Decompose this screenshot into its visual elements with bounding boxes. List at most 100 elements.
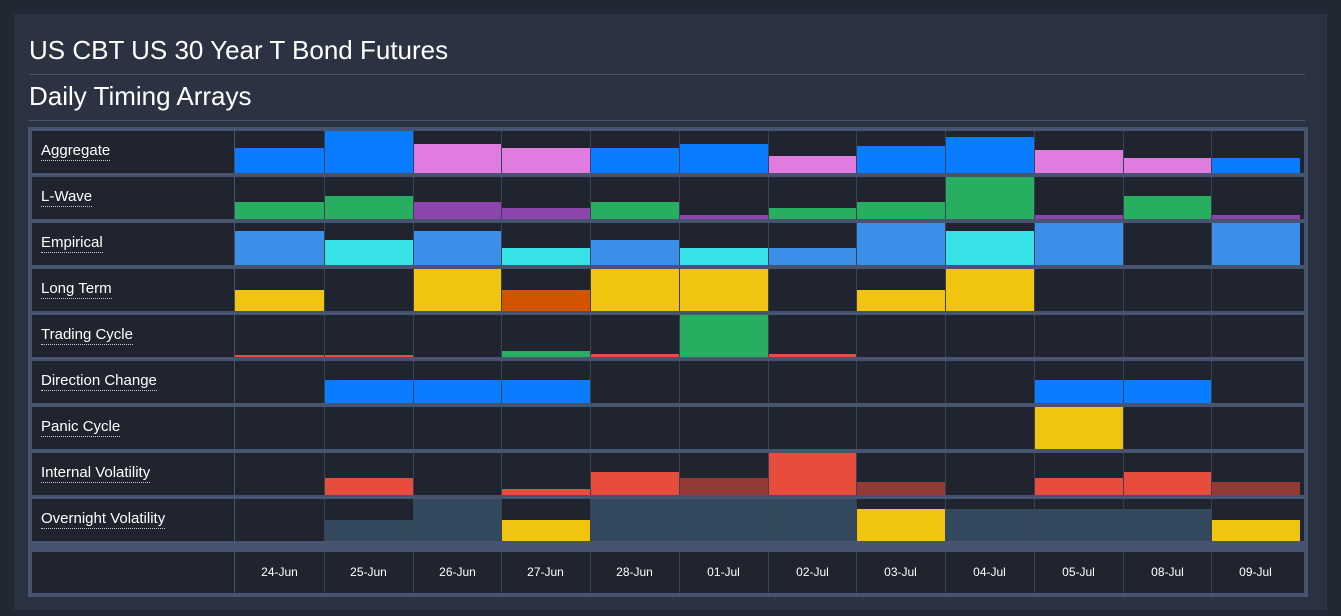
column-divider [1034,361,1035,403]
bar-direction-change-08-jul[interactable] [1124,380,1211,403]
bar-trading-cycle-02-jul[interactable] [769,354,856,357]
bar-internal-volatility-02-jul[interactable] [769,453,856,495]
bar-empirical-27-jun[interactable] [502,248,590,265]
bar-internal-volatility-08-jul[interactable] [1124,472,1211,495]
bar-aggregate-26-jun[interactable] [414,144,501,173]
bar-empirical-28-jun[interactable] [591,240,679,265]
row-label-cell: Panic Cycle [32,407,235,449]
column-divider [324,453,325,495]
bar-aggregate-01-jul[interactable] [680,144,768,173]
column-divider [679,315,680,357]
bar-direction-change-05-jul[interactable] [1035,380,1123,403]
bar-overnight-volatility-05-jul[interactable] [1035,509,1123,541]
bar-long-term-26-jun[interactable] [414,269,501,311]
bar-l-wave-08-jul[interactable] [1124,196,1211,219]
bar-overnight-volatility-26-jun[interactable] [414,499,501,541]
array-row-empirical: Empirical [32,223,1304,265]
bar-internal-volatility-28-jun[interactable] [591,472,679,495]
bar-empirical-03-jul[interactable] [857,223,945,265]
bar-l-wave-05-jul[interactable] [1035,215,1123,219]
bar-long-term-04-jul[interactable] [946,269,1034,311]
bar-l-wave-01-jul[interactable] [680,215,768,219]
column-divider [1211,315,1212,357]
bar-trading-cycle-24-jun[interactable] [235,355,324,357]
bar-aggregate-09-jul[interactable] [1212,158,1300,173]
bar-overnight-volatility-03-jul[interactable] [857,509,945,541]
bar-long-term-24-jun[interactable] [235,290,324,311]
bar-direction-change-25-jun[interactable] [325,380,413,403]
column-divider [413,131,414,173]
row-label-overnight-volatility[interactable]: Overnight Volatility [41,510,166,529]
column-divider [768,315,769,357]
bar-l-wave-24-jun[interactable] [235,202,324,219]
bar-aggregate-08-jul[interactable] [1124,158,1211,173]
bar-l-wave-04-jul[interactable] [946,177,1034,219]
column-divider [413,361,414,403]
bar-l-wave-26-jun[interactable] [414,202,501,219]
bar-overnight-volatility-04-jul[interactable] [946,509,1034,541]
bar-aggregate-03-jul[interactable] [857,146,945,173]
bar-internal-volatility-25-jun[interactable] [325,478,413,495]
row-label-panic-cycle[interactable]: Panic Cycle [41,418,121,437]
bar-overnight-volatility-09-jul[interactable] [1212,520,1300,541]
bar-aggregate-04-jul[interactable] [946,137,1034,173]
row-label-internal-volatility[interactable]: Internal Volatility [41,464,151,483]
bar-empirical-24-jun[interactable] [235,231,324,265]
bar-panic-cycle-05-jul[interactable] [1035,407,1123,449]
bar-l-wave-09-jul[interactable] [1212,215,1300,219]
row-label-trading-cycle[interactable]: Trading Cycle [41,326,133,345]
bar-aggregate-02-jul[interactable] [769,156,856,173]
bar-overnight-volatility-01-jul[interactable] [680,499,768,541]
bar-internal-volatility-27-jun[interactable] [502,489,590,495]
bar-long-term-03-jul[interactable] [857,290,945,311]
bar-trading-cycle-28-jun[interactable] [591,354,679,357]
bar-aggregate-24-jun[interactable] [235,148,324,173]
bar-trading-cycle-01-jul[interactable] [680,315,768,357]
bar-l-wave-03-jul[interactable] [857,202,945,219]
bar-direction-change-27-jun[interactable] [502,380,590,403]
bar-overnight-volatility-25-jun[interactable] [325,520,413,541]
bar-empirical-09-jul[interactable] [1212,223,1300,265]
row-label-l-wave[interactable]: L-Wave [41,188,93,207]
row-label-empirical[interactable]: Empirical [41,234,103,253]
row-label-long-term[interactable]: Long Term [41,280,112,299]
bar-long-term-01-jul[interactable] [680,269,768,311]
bar-long-term-27-jun[interactable] [502,290,590,311]
bar-overnight-volatility-02-jul[interactable] [769,499,856,541]
column-divider [768,407,769,449]
column-divider [413,177,414,219]
bar-long-term-28-jun[interactable] [591,269,679,311]
column-divider [501,177,502,219]
timing-array-grid: Aggregate L-Wave Empirical Long Term Trading… [28,127,1308,597]
bar-direction-change-26-jun[interactable] [414,380,501,403]
row-label-aggregate[interactable]: Aggregate [41,142,111,161]
bar-l-wave-02-jul[interactable] [769,208,856,219]
row-label-direction-change[interactable]: Direction Change [41,372,157,391]
bar-aggregate-27-jun[interactable] [502,148,590,173]
bar-empirical-26-jun[interactable] [414,231,501,265]
bar-l-wave-25-jun[interactable] [325,196,413,219]
column-divider [413,315,414,357]
column-divider [590,361,591,403]
bar-empirical-02-jul[interactable] [769,248,856,265]
bar-trading-cycle-27-jun[interactable] [502,351,590,357]
bar-internal-volatility-03-jul[interactable] [857,482,945,495]
bar-empirical-05-jul[interactable] [1035,223,1123,265]
bar-empirical-25-jun[interactable] [325,240,413,265]
bar-overnight-volatility-27-jun[interactable] [502,520,590,541]
bar-empirical-01-jul[interactable] [680,248,768,265]
column-divider [856,315,857,357]
bar-overnight-volatility-08-jul[interactable] [1124,509,1211,541]
bar-l-wave-27-jun[interactable] [502,208,590,219]
bar-aggregate-05-jul[interactable] [1035,150,1123,173]
bar-aggregate-25-jun[interactable] [325,131,413,173]
bar-overnight-volatility-28-jun[interactable] [591,499,679,541]
bar-empirical-04-jul[interactable] [946,231,1034,265]
bar-internal-volatility-05-jul[interactable] [1035,478,1123,495]
bar-trading-cycle-25-jun[interactable] [325,355,413,357]
bar-internal-volatility-01-jul[interactable] [680,478,768,495]
column-divider [590,269,591,311]
bar-internal-volatility-09-jul[interactable] [1212,482,1300,495]
bar-l-wave-28-jun[interactable] [591,202,679,219]
bar-aggregate-28-jun[interactable] [591,148,679,173]
